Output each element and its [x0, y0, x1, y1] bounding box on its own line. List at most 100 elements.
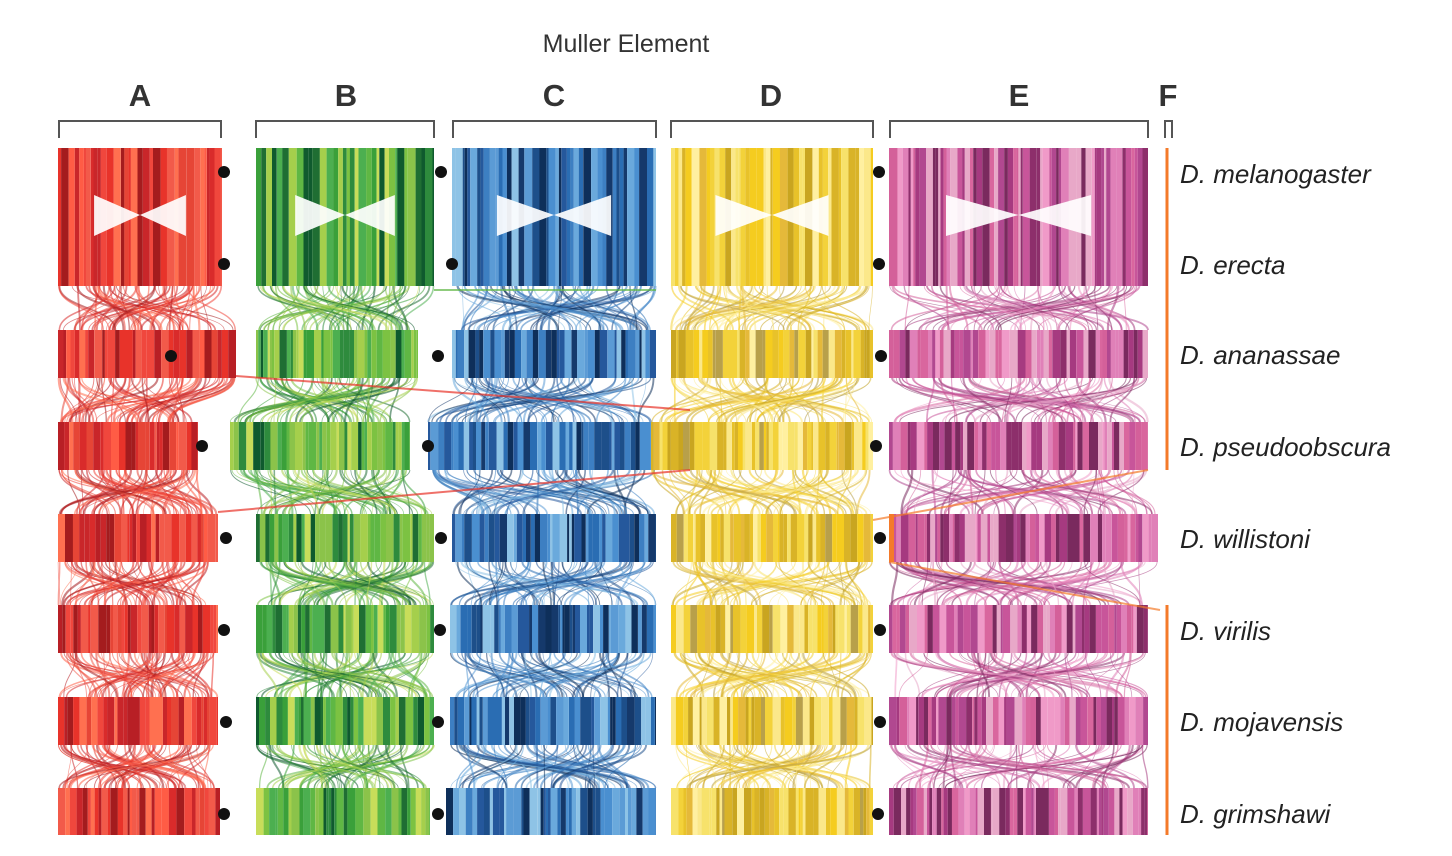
inversion-gap: [496, 195, 612, 236]
synteny-link: [154, 285, 212, 331]
chromosome-stripe: [812, 514, 817, 562]
chromosome-stripe: [288, 514, 294, 562]
chromosome-stripe: [639, 514, 642, 562]
chromosome-stripe: [504, 788, 507, 835]
chromosome-stripe: [364, 330, 368, 378]
chromosome-stripe: [564, 330, 572, 378]
synteny-link: [167, 377, 234, 423]
chromosome-stripe: [270, 697, 277, 745]
synteny-link: [268, 652, 397, 698]
chromosome-stripe: [145, 422, 150, 470]
chromosome-stripe: [323, 330, 331, 378]
chromosome-stripe: [823, 605, 828, 653]
chromosome-stripe: [253, 422, 261, 470]
chromosome-stripe: [1083, 514, 1091, 562]
chromosome-stripe: [320, 697, 324, 745]
chromosome-stripe: [73, 697, 80, 745]
synteny-link: [1020, 561, 1069, 606]
chromosome-stripe: [744, 514, 750, 562]
chromosome-stripe: [905, 605, 910, 653]
chromosome-stripe: [908, 148, 911, 286]
chromosome-stripe: [740, 605, 747, 653]
chromosome-stripe: [963, 422, 968, 470]
synteny-link: [1066, 652, 1088, 698]
chromosome-stripe: [1036, 697, 1041, 745]
chromosome-stripe: [857, 514, 864, 562]
synteny-link: [786, 285, 868, 331]
chromosome-stripe: [858, 605, 863, 653]
chromosome-stripe: [411, 605, 420, 653]
synteny-link: [484, 285, 574, 331]
chromosome-stripe: [938, 697, 947, 745]
synteny-link: [554, 469, 649, 515]
chromosome-stripe: [383, 697, 391, 745]
chromosome-stripe: [530, 514, 535, 562]
chromosome-stripe: [315, 514, 320, 562]
chromosome-stripe: [889, 697, 897, 745]
chromosome-stripe: [1055, 514, 1060, 562]
chromosome-stripe: [674, 148, 679, 286]
chromosome-stripe: [1102, 330, 1107, 378]
chromosome-stripe: [69, 788, 77, 835]
chromosome-stripe: [132, 514, 136, 562]
chromosome-stripe: [94, 330, 103, 378]
chromosome-stripe: [766, 514, 773, 562]
chromosome-stripe: [641, 330, 646, 378]
chromosome-stripe: [323, 788, 327, 835]
chromosome-stripe: [287, 697, 295, 745]
chromosome-stripe: [458, 422, 464, 470]
chromosome-stripe: [125, 422, 132, 470]
synteny-link: [120, 744, 193, 789]
chromosome-stripe: [1135, 514, 1139, 562]
chromosome-stripe: [161, 330, 169, 378]
chromosome-stripe: [1066, 605, 1073, 653]
chromosome-stripe: [404, 330, 412, 378]
chromosome-stripe: [200, 148, 205, 286]
chromosome-stripe: [587, 330, 595, 378]
chromosome-stripe: [828, 148, 832, 286]
chromosome-stripe: [638, 605, 642, 653]
chromosome-stripe: [215, 514, 218, 562]
synteny-link: [358, 744, 396, 789]
chromosome-stripe: [282, 697, 288, 745]
chromosome-stripe: [780, 697, 785, 745]
chromosome-stripe: [296, 330, 299, 378]
chromosome-stripe: [835, 605, 839, 653]
chromosome-stripe: [209, 697, 217, 745]
chromosome-stripe: [343, 330, 350, 378]
synteny-link: [698, 652, 769, 698]
synteny-link: [141, 377, 150, 423]
synteny-link: [336, 285, 352, 331]
chromosome-stripe: [509, 697, 514, 745]
chromosome-stripe: [1004, 697, 1007, 745]
synteny-link: [539, 744, 602, 789]
synteny-link: [488, 561, 599, 606]
chromosome-stripe: [964, 514, 969, 562]
synteny-link: [711, 744, 820, 789]
chromosome-stripe: [141, 605, 149, 653]
chromosome-stripe: [207, 697, 210, 745]
chromosome-stripe: [863, 514, 871, 562]
synteny-link: [343, 377, 364, 423]
chromosome-stripe: [545, 605, 552, 653]
chromosome-stripe: [481, 422, 486, 470]
chromosome-stripe: [974, 697, 978, 745]
synteny-link: [151, 561, 177, 606]
chromosome-stripe: [385, 605, 390, 653]
synteny-link: [517, 652, 633, 698]
synteny-link: [750, 561, 810, 606]
chromosome-stripe: [916, 422, 925, 470]
chromosome-stripe: [990, 514, 994, 562]
chromosome-stripe: [490, 330, 495, 378]
chromosome-stripe: [980, 514, 988, 562]
synteny-link: [210, 652, 215, 698]
synteny-link: [923, 285, 1045, 331]
chromosome-stripe: [185, 514, 192, 562]
chromosome-stripe: [870, 148, 873, 286]
chromosome-stripe: [453, 788, 459, 835]
synteny-link: [913, 561, 972, 606]
synteny-link: [541, 561, 584, 606]
chromosome-stripe: [757, 514, 761, 562]
synteny-link: [136, 469, 188, 515]
centromere-dot: [872, 808, 884, 820]
